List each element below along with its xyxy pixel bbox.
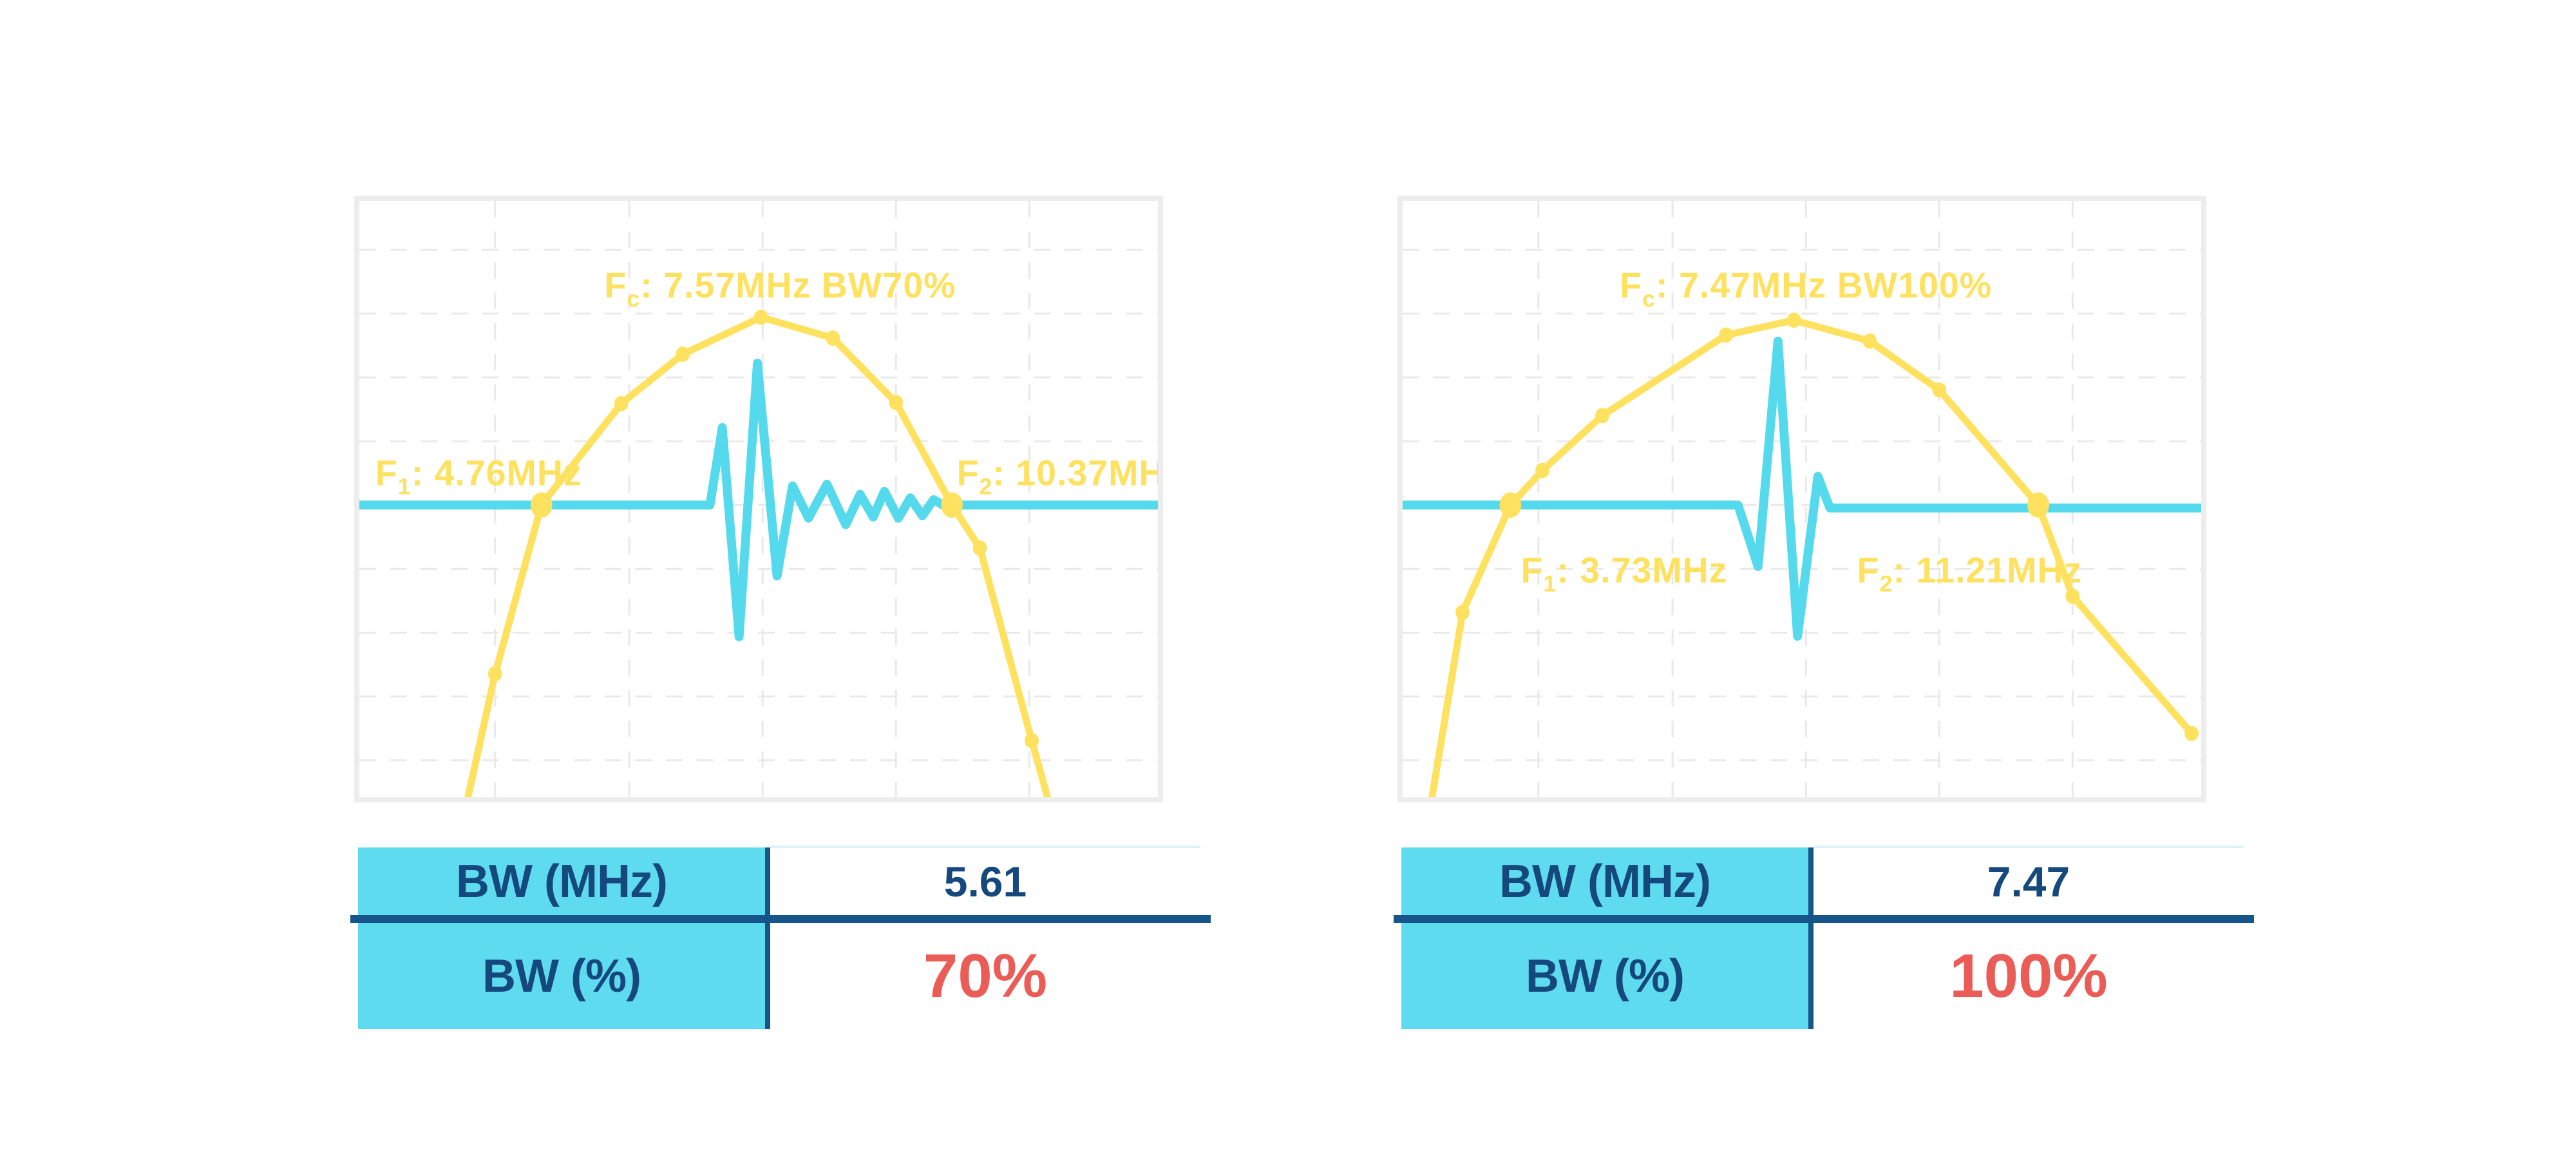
spectrum-marker-small	[972, 540, 987, 556]
value-column-top-rule	[1814, 846, 2244, 848]
spectrum-marker-small	[1932, 382, 1947, 398]
bw-mhz-value: 7.47	[1987, 857, 2070, 905]
spectrum-marker-small	[614, 395, 629, 411]
table-header-column	[358, 847, 765, 1029]
chart-bw100-plot-area: Fc: 7.47MHz BW100% F1: 3.73MHz F2: 11.21MH…	[1403, 201, 2201, 797]
f2-annotation: F2: 10.37MHz	[957, 453, 1158, 500]
chart-bw100: Fc: 7.47MHz BW100% F1: 3.73MHz F2: 11.21MH…	[1397, 196, 2206, 802]
chart-bw70-plot-area: Fc: 7.57MHz BW70% F1: 4.76MHz F2: 10.37MHz	[359, 201, 1158, 797]
f1-annotation: F1: 4.76MHz	[375, 453, 582, 500]
bw-pct-label: BW (%)	[1526, 950, 1685, 1002]
spectrum-marker-big	[941, 492, 963, 518]
bw-mhz-label: BW (MHz)	[1499, 855, 1711, 907]
spectrum-marker-small	[1595, 408, 1609, 424]
spectrum-marker-small	[753, 309, 768, 325]
spectrum-marker-small	[1025, 733, 1039, 748]
fc-annotation: Fc: 7.57MHz BW70%	[604, 265, 956, 312]
spectrum-marker-big	[1499, 492, 1522, 518]
f1-annotation: F1: 3.73MHz	[1521, 551, 1728, 597]
spectrum-marker-small	[2184, 726, 2199, 741]
fc-annotation: Fc: 7.47MHz BW100%	[1620, 265, 1992, 312]
spectrum-marker-small	[676, 346, 690, 362]
spectrum-marker-small	[889, 395, 904, 410]
bw-pct-label: BW (%)	[482, 950, 641, 1002]
bw-pct-value: 100%	[1949, 941, 2108, 1010]
bw-table-70: BW (MHz) 5.61 BW (%) 70%	[350, 846, 1211, 1029]
table-vertical-divider	[1808, 847, 1814, 1029]
f2-annotation: F2: 11.21MHz	[1857, 551, 2083, 597]
spectrum-marker-big	[2027, 492, 2049, 518]
table-vertical-divider	[765, 847, 770, 1029]
table-horizontal-divider	[350, 915, 1211, 923]
bw-mhz-value: 5.61	[943, 857, 1027, 905]
bw-pct-value: 70%	[923, 941, 1048, 1010]
spectrum-marker-small	[1455, 605, 1470, 620]
spectrum-marker-small	[488, 666, 502, 682]
table-horizontal-divider	[1394, 915, 2254, 923]
spectrum-marker-small	[1719, 327, 1734, 343]
bw-mhz-label: BW (MHz)	[456, 855, 668, 907]
spectrum-marker-small	[826, 330, 840, 346]
value-column-top-rule	[770, 846, 1200, 848]
bw-table-100: BW (MHz) 7.47 BW (%) 100%	[1394, 846, 2254, 1029]
table-header-column	[1401, 847, 1808, 1029]
spectrum-marker-big	[530, 492, 553, 518]
pulse-curve	[1403, 336, 2201, 641]
pulse-curve	[359, 358, 1158, 641]
spectrum-marker-small	[2065, 589, 2080, 604]
spectrum-curve	[1428, 316, 2195, 797]
chart-bw70: Fc: 7.57MHz BW70% F1: 4.76MHz F2: 10.37MHz	[354, 196, 1163, 802]
spectrum-marker-small	[1862, 333, 1877, 349]
spectrum-marker-small	[1786, 312, 1801, 328]
spectrum-curve	[464, 314, 1052, 797]
spectrum-marker-small	[1535, 462, 1549, 478]
